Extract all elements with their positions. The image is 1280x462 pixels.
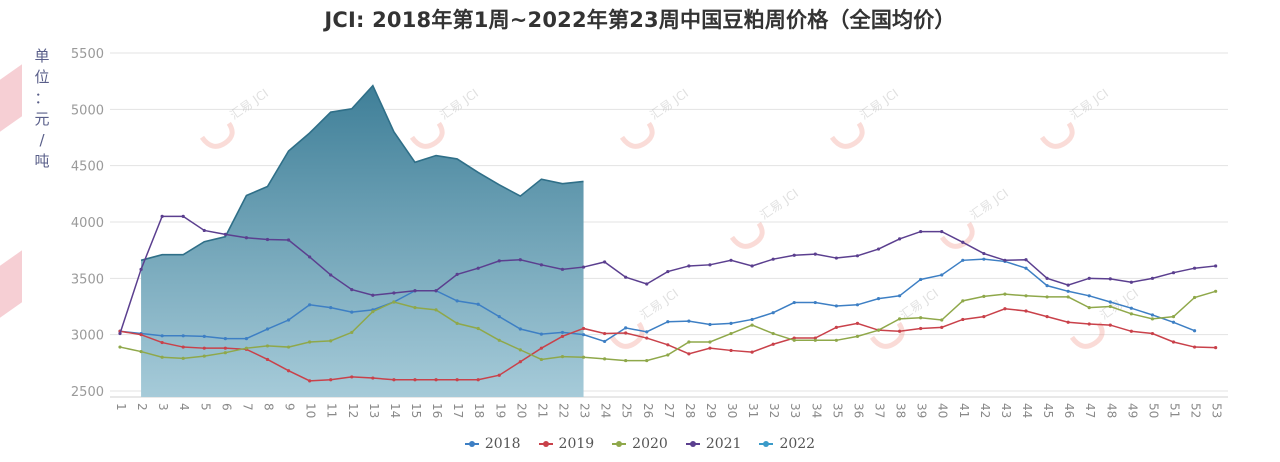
x-tick-label: 10 bbox=[304, 403, 318, 418]
x-tick-label: 42 bbox=[978, 403, 992, 418]
svg-text:汇易 JCI: 汇易 JCI bbox=[757, 186, 800, 222]
y-tick-label: 4000 bbox=[71, 216, 104, 231]
svg-text:汇易 JCI: 汇易 JCI bbox=[437, 86, 480, 122]
x-tick-label: 17 bbox=[451, 403, 465, 418]
chart-title: JCI: 2018年第1周~2022年第23周中国豆粕周价格（全国均价） bbox=[324, 8, 956, 32]
x-tick-label: 44 bbox=[1020, 403, 1034, 418]
x-tick-label: 32 bbox=[767, 403, 781, 418]
legend-item-2020[interactable]: 2020 bbox=[612, 436, 668, 452]
x-tick-label: 4 bbox=[177, 403, 191, 411]
x-tick-label: 8 bbox=[261, 403, 275, 411]
x-tick-label: 46 bbox=[1062, 403, 1076, 418]
x-tick-label: 28 bbox=[683, 403, 697, 418]
legend-item-2018[interactable]: 2018 bbox=[464, 436, 521, 452]
y-tick-label: 4500 bbox=[71, 160, 104, 175]
y-axis-label: 单 位 ： 元 / 吨 bbox=[34, 47, 50, 170]
x-tick-label: 11 bbox=[325, 403, 339, 418]
x-tick-label: 21 bbox=[535, 403, 549, 418]
x-tick-label: 31 bbox=[746, 403, 760, 418]
x-tick-label: 22 bbox=[556, 403, 570, 418]
y-tick-label: 5500 bbox=[71, 47, 104, 62]
x-tick-label: 24 bbox=[599, 403, 613, 418]
x-tick-label: 51 bbox=[1168, 403, 1182, 418]
x-tick-label: 36 bbox=[851, 403, 865, 418]
svg-text:汇易 JCI: 汇易 JCI bbox=[857, 86, 900, 122]
series-marker-icon bbox=[685, 439, 700, 449]
x-tick-label: 19 bbox=[493, 403, 507, 418]
y-tick-label: 5000 bbox=[71, 103, 104, 118]
x-tick-label: 38 bbox=[894, 403, 908, 418]
x-tick-label: 39 bbox=[915, 403, 929, 418]
series-marker-icon bbox=[464, 439, 479, 449]
y-tick-label: 2500 bbox=[71, 385, 104, 400]
x-tick-label: 3 bbox=[156, 403, 170, 411]
x-tick-label: 13 bbox=[367, 403, 381, 418]
y-tick-label: 3500 bbox=[71, 272, 104, 287]
x-tick-label: 35 bbox=[830, 403, 844, 418]
x-tick-label: 34 bbox=[809, 403, 823, 418]
x-tick-label: 1 bbox=[114, 403, 128, 411]
x-axis-ticks: 1 2 3 4 5 6 7 8 9 10 11 12 13 14 15 16 17 18 19 20 21 22 23 24 2… bbox=[114, 403, 1224, 418]
svg-text:汇易 JCI: 汇易 JCI bbox=[637, 286, 680, 322]
x-tick-label: 7 bbox=[240, 403, 254, 411]
x-tick-label: 52 bbox=[1189, 403, 1203, 418]
series-marker-icon bbox=[612, 439, 627, 449]
x-tick-label: 12 bbox=[346, 403, 360, 418]
x-tick-label: 50 bbox=[1146, 403, 1160, 418]
series-marker-icon bbox=[759, 439, 774, 449]
x-tick-label: 37 bbox=[873, 403, 887, 418]
x-tick-label: 23 bbox=[578, 403, 592, 418]
x-tick-label: 49 bbox=[1125, 403, 1139, 418]
x-tick-label: 29 bbox=[704, 403, 718, 418]
legend: 2018 2019 2020 2021 2022 bbox=[0, 436, 1280, 452]
legend-item-2019[interactable]: 2019 bbox=[538, 436, 594, 452]
svg-text:汇易 JCI: 汇易 JCI bbox=[647, 86, 690, 122]
series-area-2022 bbox=[141, 85, 584, 397]
x-tick-label: 48 bbox=[1104, 403, 1118, 418]
x-tick-label: 20 bbox=[514, 403, 528, 418]
svg-text:汇易 JCI: 汇易 JCI bbox=[967, 186, 1010, 222]
y-tick-label: 3000 bbox=[71, 329, 104, 344]
series-line-2018 bbox=[119, 258, 1195, 343]
x-tick-label: 53 bbox=[1210, 403, 1224, 418]
y-axis-ticks: 2500 3000 3500 4000 4500 5000 5500 bbox=[71, 47, 104, 400]
x-tick-label: 15 bbox=[409, 403, 423, 418]
x-tick-label: 5 bbox=[198, 403, 212, 411]
series-group bbox=[118, 84, 1218, 397]
svg-text:汇易 JCI: 汇易 JCI bbox=[227, 86, 270, 122]
x-tick-label: 40 bbox=[936, 403, 950, 418]
x-tick-label: 41 bbox=[957, 403, 971, 418]
x-tick-label: 27 bbox=[662, 403, 676, 418]
x-tick-label: 26 bbox=[641, 403, 655, 418]
x-tick-label: 2 bbox=[135, 403, 149, 411]
x-tick-label: 30 bbox=[725, 403, 739, 418]
x-tick-label: 14 bbox=[388, 403, 402, 418]
x-tick-label: 16 bbox=[430, 403, 444, 418]
x-tick-label: 25 bbox=[620, 403, 634, 418]
x-tick-label: 47 bbox=[1083, 403, 1097, 418]
legend-item-2022[interactable]: 2022 bbox=[759, 436, 815, 452]
x-tick-label: 9 bbox=[283, 403, 297, 411]
x-tick-label: 6 bbox=[219, 403, 233, 411]
series-marker-icon bbox=[538, 439, 553, 449]
x-tick-label: 33 bbox=[788, 403, 802, 418]
svg-text:汇易 JCI: 汇易 JCI bbox=[1067, 86, 1110, 122]
x-tick-label: 18 bbox=[472, 403, 486, 418]
legend-item-2021[interactable]: 2021 bbox=[685, 436, 741, 452]
x-tick-label: 45 bbox=[1041, 403, 1055, 418]
x-tick-label: 43 bbox=[999, 403, 1013, 418]
